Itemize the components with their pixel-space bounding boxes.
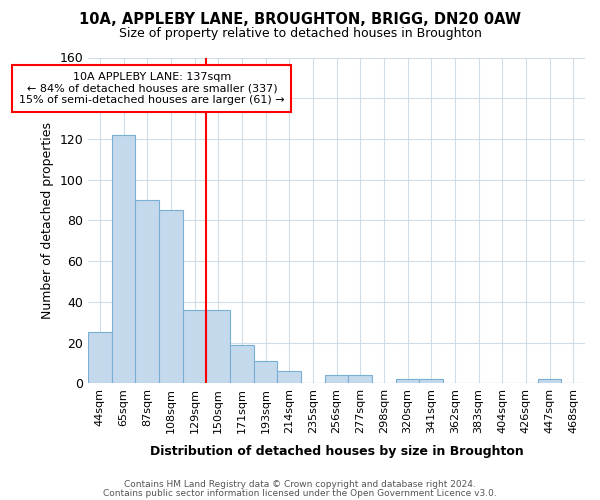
X-axis label: Distribution of detached houses by size in Broughton: Distribution of detached houses by size … xyxy=(149,444,523,458)
Bar xyxy=(349,376,372,384)
Bar xyxy=(419,380,443,384)
Text: Size of property relative to detached houses in Broughton: Size of property relative to detached ho… xyxy=(119,28,481,40)
Text: Contains HM Land Registry data © Crown copyright and database right 2024.: Contains HM Land Registry data © Crown c… xyxy=(124,480,476,489)
Bar xyxy=(254,361,277,384)
Text: 10A, APPLEBY LANE, BROUGHTON, BRIGG, DN20 0AW: 10A, APPLEBY LANE, BROUGHTON, BRIGG, DN2… xyxy=(79,12,521,28)
Bar xyxy=(325,376,349,384)
Bar xyxy=(230,344,254,384)
Bar xyxy=(206,310,230,384)
Bar xyxy=(112,135,136,384)
Bar xyxy=(88,332,112,384)
Bar xyxy=(159,210,182,384)
Bar xyxy=(136,200,159,384)
Text: Contains public sector information licensed under the Open Government Licence v3: Contains public sector information licen… xyxy=(103,488,497,498)
Bar xyxy=(182,310,206,384)
Text: 10A APPLEBY LANE: 137sqm
← 84% of detached houses are smaller (337)
15% of semi-: 10A APPLEBY LANE: 137sqm ← 84% of detach… xyxy=(19,72,285,105)
Bar xyxy=(277,371,301,384)
Y-axis label: Number of detached properties: Number of detached properties xyxy=(41,122,54,319)
Bar xyxy=(395,380,419,384)
Bar xyxy=(538,380,562,384)
